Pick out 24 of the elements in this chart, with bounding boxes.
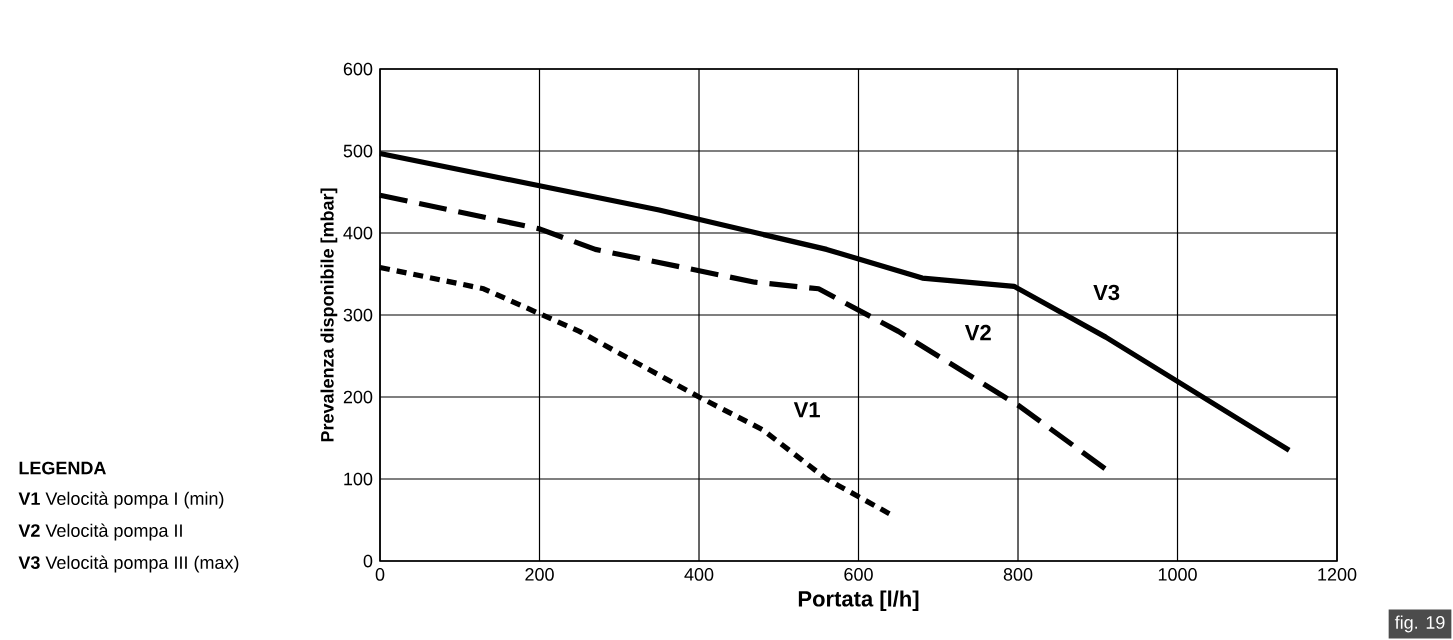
x-tick-label: 800 (1003, 568, 1033, 581)
text: V3 Velocità pompa III (max) (18, 555, 239, 573)
y-tick-label: 600 (343, 62, 373, 76)
y-axis-title: Prevalenza disponibile [mbar] (320, 188, 338, 442)
x-tick-label: 0 (375, 568, 385, 581)
x-tick-label: 1000 (1158, 568, 1197, 581)
x-tick-label: 1200 (1318, 568, 1357, 581)
y-tick-label: 500 (343, 144, 373, 158)
y-tick-label: 300 (343, 308, 373, 322)
caption: fig. 19 (1394, 615, 1445, 633)
series-label: V1 (793, 402, 820, 418)
text: V2 Velocità pompa II (18, 523, 182, 541)
series-label: V2 (964, 324, 991, 341)
x-tick-label: 400 (684, 568, 714, 581)
text: V1 Velocità pompa I (min) (18, 491, 224, 509)
x-tick-label: 600 (844, 568, 873, 581)
x-axis-title: Portata [l/h] (798, 590, 919, 611)
series-label: V3 (1093, 284, 1120, 301)
x-tick-label: 200 (525, 568, 554, 581)
text: LEGENDA (19, 461, 106, 475)
y-tick-label: 100 (344, 472, 373, 486)
y-tick-label: 400 (343, 226, 373, 240)
y-tick-label: 200 (343, 390, 373, 404)
y-tick-label: 0 (363, 554, 373, 568)
